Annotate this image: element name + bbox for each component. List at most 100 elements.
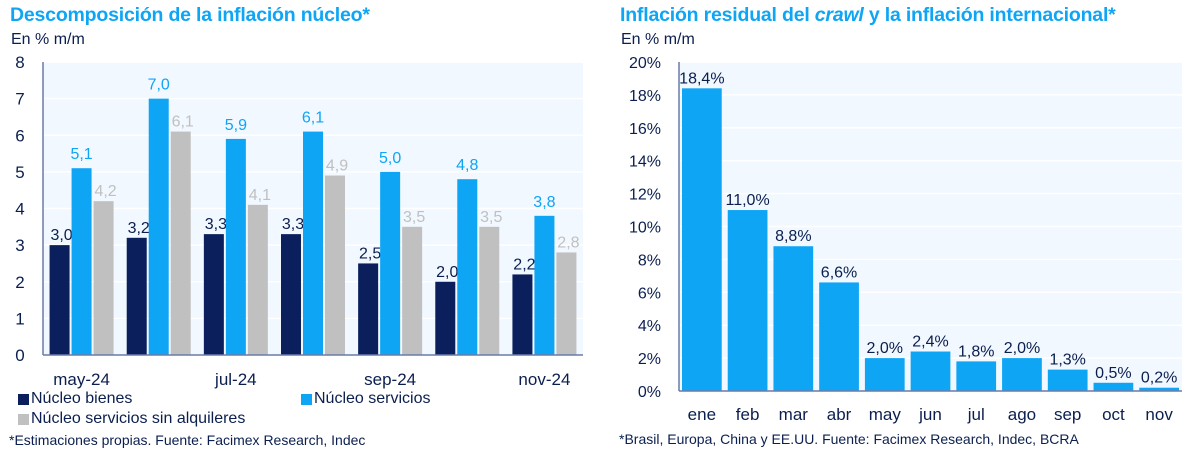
bar-nucleo-servicios-sin-alquileres <box>325 175 345 355</box>
data-label: 7,0 <box>148 77 170 94</box>
bar-nucleo-servicios-sin-alquileres <box>93 201 114 355</box>
x-tick-label: ene <box>688 405 716 424</box>
bar-nucleo-servicios <box>457 179 478 355</box>
data-label: 2,0 <box>436 264 458 281</box>
x-tick-label: jun <box>918 405 942 424</box>
data-label: 4,1 <box>249 187 271 204</box>
left-chart-svg: 0 1 2 3 4 5 6 7 8 3,0 3,2 3,3 3,3 2,5 2,0 2,2 5,1 7,0 5,9 6… <box>15 53 583 389</box>
data-label: 2,5 <box>359 245 381 262</box>
x-tick-label: jul-24 <box>214 370 257 389</box>
bar-nucleo-bienes <box>435 281 456 355</box>
data-label: 3,3 <box>282 216 304 233</box>
y-tick-label: 3 <box>15 236 24 255</box>
y-tick-label: 8 <box>15 53 24 72</box>
legend-swatch-nucleo-servicios <box>301 393 312 405</box>
data-label: 11,0% <box>725 192 769 209</box>
bar-inflacion <box>1093 382 1134 391</box>
bar-nucleo-servicios <box>534 215 555 355</box>
y-tick-label: 4 <box>15 200 24 219</box>
bar-nucleo-servicios-sin-alquileres <box>170 131 191 355</box>
y-tick-label: 14% <box>629 154 661 171</box>
bar-inflacion <box>956 361 997 391</box>
data-label: 5,0 <box>379 150 401 167</box>
y-tick-label: 4% <box>638 318 661 335</box>
right-title-part-2: y la inflación internacional* <box>863 4 1116 26</box>
right-chart-subtitle: En % m/m <box>621 31 695 48</box>
x-tick-label: mar <box>779 405 809 424</box>
left-chart-subtitle: En % m/m <box>11 31 85 48</box>
bar-nucleo-servicios-sin-alquileres <box>479 226 500 355</box>
data-label: 4,2 <box>94 183 116 200</box>
bar-nucleo-servicios <box>380 171 401 355</box>
x-tick-label: sep-24 <box>364 370 416 389</box>
bar-inflacion <box>910 351 951 391</box>
y-tick-label: 5 <box>15 163 24 182</box>
data-label: 4,8 <box>456 157 478 174</box>
left-chart-title: Descomposición de la inflación núcleo* <box>10 4 370 26</box>
bar-nucleo-bienes <box>203 234 224 355</box>
bar-nucleo-bienes <box>358 263 379 355</box>
y-tick-label: 8% <box>638 252 661 269</box>
data-label: 1,3% <box>1049 352 1085 369</box>
y-tick-label: 0% <box>638 384 661 401</box>
bar-inflacion <box>727 210 768 391</box>
data-label: 6,1 <box>172 114 194 131</box>
right-chart-panel: Inflación residual del crawl y la inflac… <box>600 0 1200 457</box>
bar-nucleo-bienes <box>512 274 533 355</box>
y-tick-label: 0 <box>15 346 24 365</box>
data-label: 0,2% <box>1141 370 1177 387</box>
right-title-part-1: Inflación residual del <box>620 4 815 26</box>
data-label: 3,8 <box>533 194 555 211</box>
legend-swatch-nucleo-servicios-sin-alquileres <box>18 413 29 425</box>
legend-swatch-nucleo-bienes <box>18 393 29 405</box>
bar-nucleo-servicios <box>71 168 92 355</box>
data-label: 2,8 <box>557 234 579 251</box>
y-tick-label: 2% <box>638 351 661 368</box>
bar-nucleo-bienes <box>281 234 301 355</box>
data-label: 2,4% <box>912 334 948 351</box>
x-tick-label: feb <box>736 405 760 424</box>
bar-inflacion <box>1047 369 1088 391</box>
bar-nucleo-servicios <box>303 131 323 355</box>
y-tick-label: 12% <box>629 187 661 204</box>
right-chart-svg: 0% 2% 4% 6% 8% 10% 12% 14% 16% 18% 20% 18,4% ene 11,0… <box>629 55 1182 424</box>
x-tick-label: may <box>869 405 902 424</box>
x-tick-label: abr <box>827 405 852 424</box>
x-tick-label: may-24 <box>53 370 110 389</box>
x-tick-label: jul <box>967 405 985 424</box>
left-chart-footnote: *Estimaciones propias. Fuente: Facimex R… <box>9 432 366 448</box>
bar-nucleo-bienes <box>126 237 147 355</box>
data-label: 2,2 <box>513 256 535 273</box>
data-label: 18,4% <box>679 70 724 87</box>
data-label: 8,8% <box>775 228 811 245</box>
x-tick-label: ago <box>1008 405 1036 424</box>
x-tick-label: oct <box>1102 405 1125 424</box>
right-chart-title: Inflación residual del crawl y la inflac… <box>620 4 1116 27</box>
data-label: 3,5 <box>480 209 502 226</box>
data-label: 2,0% <box>1004 340 1040 357</box>
data-label: 2,0% <box>867 340 903 357</box>
data-label: 6,6% <box>821 264 857 281</box>
legend-label-nucleo-servicios: Núcleo servicios <box>314 390 431 407</box>
data-label: 6,1 <box>302 110 324 127</box>
x-tick-label: sep <box>1054 405 1081 424</box>
data-label: 3,0 <box>50 227 72 244</box>
y-tick-label: 6% <box>638 285 661 302</box>
bar-nucleo-servicios <box>148 98 169 355</box>
bar-inflacion <box>682 88 722 391</box>
y-tick-label: 20% <box>629 55 661 72</box>
bar-inflacion <box>1139 387 1179 391</box>
bar-nucleo-servicios-sin-alquileres <box>556 252 577 355</box>
y-tick-label: 10% <box>629 220 661 237</box>
bar-nucleo-servicios-sin-alquileres <box>247 204 268 355</box>
bar-inflacion <box>773 246 814 391</box>
right-chart-footnote: *Brasil, Europa, China y EE.UU. Fuente: … <box>619 431 1079 447</box>
y-tick-label: 18% <box>629 88 661 105</box>
y-tick-label: 16% <box>629 121 661 138</box>
data-label: 3,3 <box>205 216 227 233</box>
data-label: 0,5% <box>1095 365 1131 382</box>
bar-nucleo-bienes <box>49 245 70 355</box>
x-tick-label: nov <box>1145 405 1173 424</box>
legend-item-nucleo-servicios-sin-alquileres: Núcleo servicios sin alquileres <box>18 410 245 428</box>
legend-item-nucleo-servicios: Núcleo servicios <box>301 390 430 408</box>
